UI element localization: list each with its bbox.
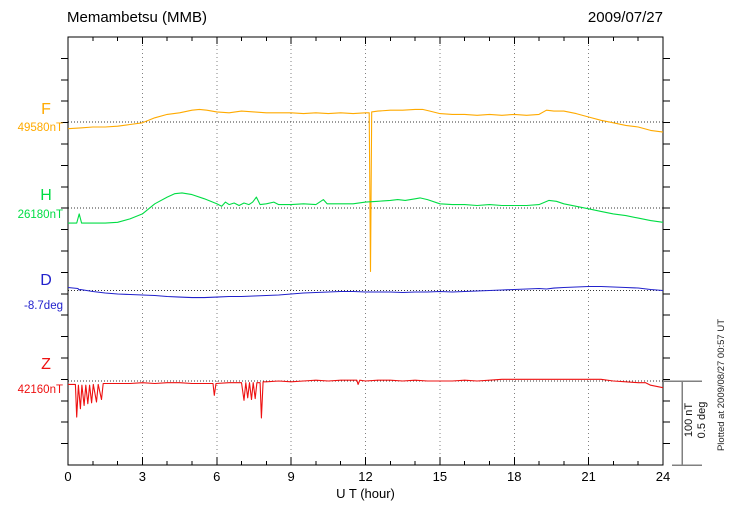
x-tick-label: 12 [358, 469, 372, 484]
series-baseline-value-Z: 42160nT [17, 384, 63, 396]
x-tick-label: 24 [656, 469, 670, 484]
series-baseline-value-F: 49580nT [17, 122, 63, 134]
x-tick-label: 9 [288, 469, 295, 484]
series-label-D: D [40, 271, 52, 289]
trace-Z [68, 378, 664, 419]
scale-bar [663, 380, 702, 466]
scale-bar-label-nt: 100 nT [683, 402, 695, 438]
trace-H [68, 192, 664, 224]
x-gridlines [141, 37, 590, 465]
plot-date: 2009/07/27 [587, 9, 663, 26]
x-tick-label: 3 [139, 469, 146, 484]
x-tick-label: 0 [64, 469, 71, 484]
baselines [68, 121, 663, 382]
scale-bar-label: 100 nT 0.5 deg [683, 378, 709, 462]
series-baseline-value-D: -8.7deg [23, 299, 63, 312]
x-tick-label: 6 [213, 469, 220, 484]
series-label-F: F [41, 101, 51, 118]
series-label-Z: Z [41, 356, 51, 373]
series-label-H: H [40, 187, 52, 204]
x-tick-label: 18 [507, 469, 521, 484]
scale-bar-label-deg: 0.5 deg [696, 401, 708, 439]
plotted-at-note: Plotted at 2009/08/27 00:57 UT [716, 318, 727, 452]
x-axis-label: U T (hour) [336, 486, 395, 501]
axis-ticks [61, 37, 670, 465]
page-title: Memambetsu (MMB) [67, 9, 208, 26]
x-tick-labels: 0 3 6 9 12 15 18 21 24 [64, 469, 670, 484]
trace-D [67, 285, 664, 299]
x-tick-label: 15 [433, 469, 447, 484]
x-tick-label: 21 [581, 469, 595, 484]
trace-F [67, 108, 664, 273]
series-baseline-value-H: 26180nT [17, 209, 63, 221]
